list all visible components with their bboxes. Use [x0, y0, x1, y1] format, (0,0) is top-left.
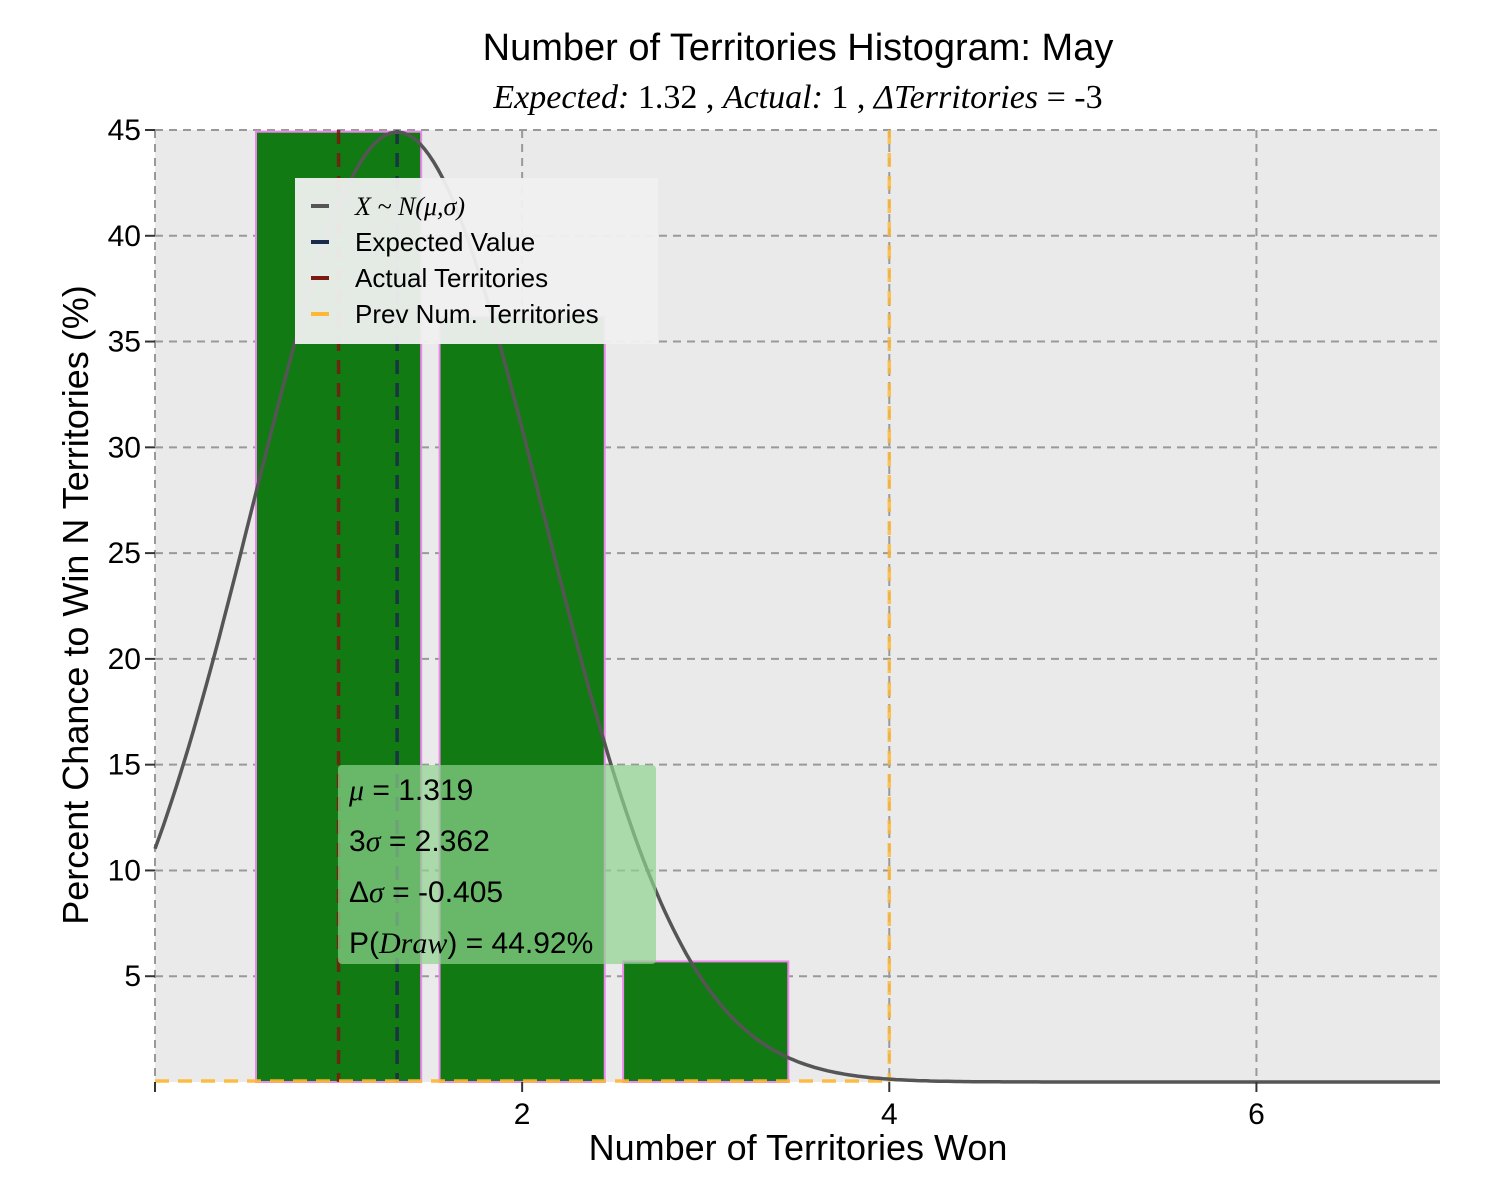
y-tick-label: 15 [108, 749, 141, 782]
y-axis-label: Percent Chance to Win N Territories (%) [55, 285, 96, 925]
subtitle-actual-value: 1 [831, 79, 848, 116]
y-tick-label: 5 [124, 960, 141, 993]
legend: X ~ N(μ,σ) Expected Value Actual Territori… [295, 178, 658, 344]
stats-value: = -0.405 [384, 876, 503, 909]
y-tick-label: 30 [108, 431, 141, 464]
chart-title: Number of Territories Histogram: May [483, 27, 1114, 69]
stats-line: Δσ = -0.405 [349, 876, 503, 909]
histogram-bar [622, 960, 790, 1083]
subtitle-expected-label: Expected: [492, 79, 629, 116]
x-tick-label: 4 [881, 1098, 898, 1131]
legend-box [295, 178, 658, 344]
stats-symbol: σ [366, 825, 382, 858]
x-axis-label: Number of Territories Won [589, 1127, 1008, 1168]
stats-symbol: σ [369, 876, 385, 909]
legend-entry-label: Prev Num. Territories [355, 299, 599, 329]
y-tick-label: 40 [108, 220, 141, 253]
y-tick-label: 35 [108, 326, 141, 359]
y-tick-label: 10 [108, 854, 141, 887]
stats-box-bg [338, 765, 656, 964]
stats-symbol: Draw [378, 927, 447, 960]
legend-entry-label: X ~ N(μ,σ) [354, 192, 465, 221]
stats-value: ) = 44.92% [447, 927, 593, 960]
normal-curve [153, 130, 1440, 1084]
y-tick-label: 45 [108, 114, 141, 147]
legend-entry-label: Expected Value [355, 227, 535, 257]
stats-value: = 2.362 [380, 825, 489, 858]
stats-line: μ = 1.319 [348, 774, 473, 807]
stats-value: = 1.319 [364, 774, 473, 807]
axis-ticks: 2 4 6 5 10 15 20 25 30 35 40 45 [108, 114, 1265, 1131]
subtitle-sep-2: , [857, 79, 874, 116]
subtitle-actual-label: Actual: [721, 79, 823, 116]
x-tick-label: 6 [1248, 1098, 1265, 1131]
stats-prefix: 3 [349, 825, 366, 858]
subtitle-expected-value: 1.32 [638, 79, 698, 116]
chart-subtitle: Expected: 1.32 , Actual: 1 , ΔTerritorie… [492, 79, 1102, 116]
subtitle-delta-label: ΔTerritories [872, 79, 1038, 116]
stats-prefix: Δ [349, 876, 369, 909]
y-tick-label: 20 [108, 643, 141, 676]
stats-line: P(Draw) = 44.92% [349, 927, 593, 960]
subtitle-delta-value: = -3 [1047, 79, 1103, 116]
stats-prefix: P( [349, 927, 379, 960]
x-tick-label: 2 [514, 1098, 531, 1131]
stats-line: 3σ = 2.362 [349, 825, 490, 858]
y-tick-label: 25 [108, 537, 141, 570]
legend-entry-label: Actual Territories [355, 263, 548, 293]
subtitle-sep-1: , [706, 79, 723, 116]
stats-symbol: μ [348, 774, 364, 807]
